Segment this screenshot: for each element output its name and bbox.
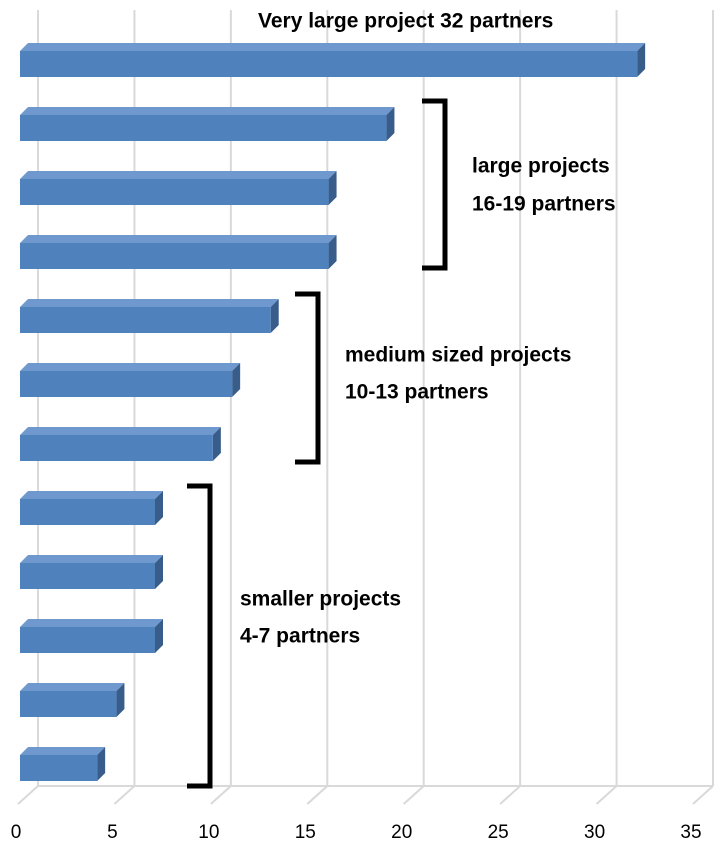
x-tick-label: 25	[488, 822, 509, 843]
tick-mark	[595, 785, 618, 805]
tick-mark	[210, 785, 232, 805]
bar	[20, 747, 106, 781]
bar-front	[20, 499, 155, 525]
bracket-medium	[295, 291, 321, 465]
bar-top	[20, 107, 395, 115]
bar-front	[20, 115, 387, 141]
bar-front	[20, 563, 155, 589]
bar-front	[20, 371, 233, 397]
bar	[20, 107, 395, 141]
bar	[20, 363, 241, 397]
tick-mark	[17, 785, 39, 805]
annotation: Very large project 32 partners	[258, 10, 553, 33]
annotation: medium sized projects	[345, 344, 571, 367]
annotation: smaller projects	[240, 588, 401, 611]
bar	[20, 427, 221, 461]
tick-mark	[692, 785, 714, 805]
bar-front	[20, 755, 98, 781]
bar	[20, 299, 279, 333]
bar-side	[386, 107, 395, 141]
bar-side	[97, 747, 106, 781]
bar-side	[637, 43, 646, 77]
tick-mark	[113, 785, 136, 805]
bar-side	[155, 555, 163, 589]
x-tick-label: 5	[107, 822, 118, 843]
bar-side	[212, 427, 221, 461]
bar	[20, 171, 337, 205]
bar-top	[20, 619, 163, 627]
annotation: 4-7 partners	[240, 625, 360, 648]
bar-front	[20, 243, 329, 269]
tick-mark	[403, 785, 425, 805]
tick-mark	[499, 785, 521, 805]
bar	[20, 619, 163, 653]
bar-top	[20, 363, 241, 371]
bar-side	[155, 619, 163, 653]
bar-front	[20, 691, 117, 717]
bar	[20, 683, 125, 717]
bar-top	[20, 43, 646, 51]
x-tick-label: 15	[295, 822, 316, 843]
bar-front	[20, 307, 271, 333]
bar-top	[20, 683, 125, 691]
bracket-small	[187, 483, 213, 789]
bar-top	[20, 427, 221, 435]
bar-side	[155, 491, 163, 525]
bar-front	[20, 435, 213, 461]
annotation: 16-19 partners	[472, 193, 616, 216]
bars	[20, 43, 646, 781]
bar-side	[232, 363, 241, 397]
x-tick-label: 35	[680, 822, 701, 843]
bar-side	[328, 235, 337, 269]
bar-front	[20, 51, 638, 77]
bar	[20, 555, 163, 589]
bar	[20, 491, 163, 525]
tick-mark	[306, 785, 328, 805]
annotation: large projects	[472, 155, 610, 178]
bar-side	[270, 299, 279, 333]
brackets	[187, 98, 448, 789]
annotation: 10-13 partners	[345, 381, 489, 404]
bar-top	[20, 747, 106, 755]
x-tick-label: 10	[198, 822, 219, 843]
x-tick-label: 20	[391, 822, 412, 843]
bar-front	[20, 179, 329, 205]
bar-top	[20, 299, 279, 307]
bar-top	[20, 555, 163, 563]
bar	[20, 43, 646, 77]
grid: 0 5 10 15 20 25 30 35	[11, 10, 714, 843]
bracket-large	[422, 98, 448, 271]
bar	[20, 235, 337, 269]
bar-side	[116, 683, 125, 717]
bar-side	[328, 171, 337, 205]
bar-front	[20, 627, 155, 653]
bar-top	[20, 491, 163, 499]
x-tick-label: 0	[11, 822, 22, 843]
x-tick-label: 30	[584, 822, 605, 843]
bar-top	[20, 171, 337, 179]
bar-top	[20, 235, 337, 243]
